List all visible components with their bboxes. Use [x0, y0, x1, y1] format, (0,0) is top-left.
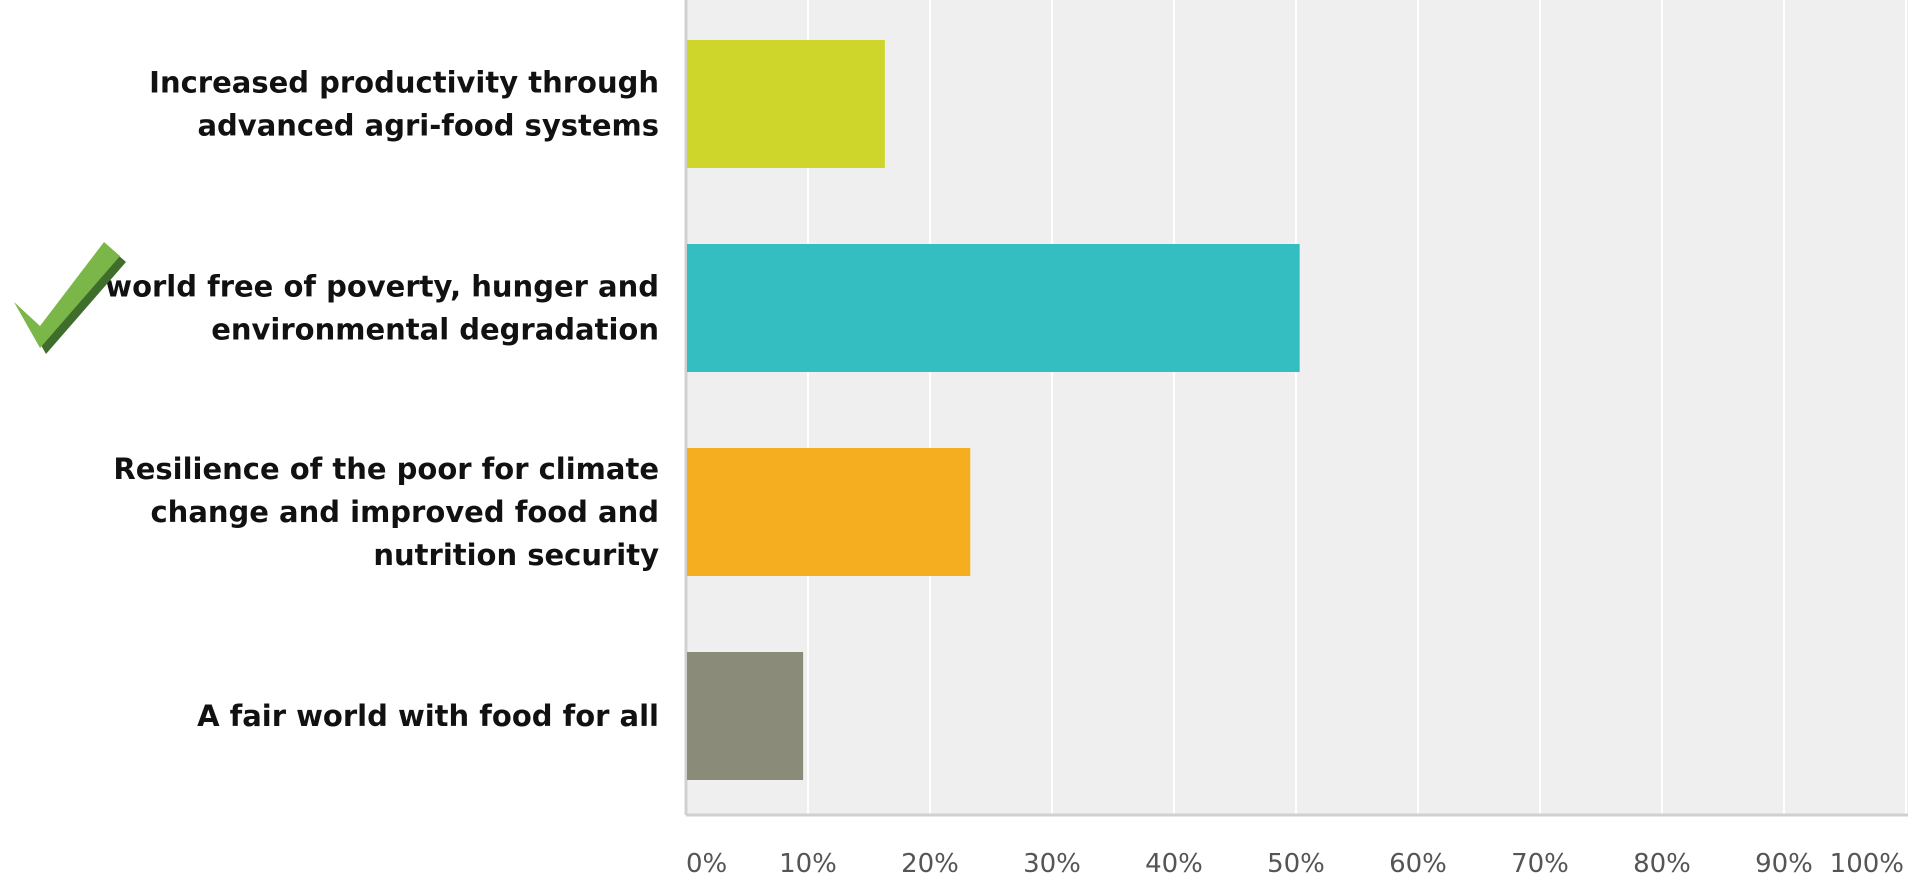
x-tick-label-10: 10%	[779, 849, 837, 879]
x-tick-label-0: 0%	[686, 849, 727, 879]
bar-3	[687, 652, 804, 780]
checkmark-shape	[14, 242, 120, 348]
category-label-2-line-1: change and improved food and	[150, 495, 659, 529]
bars	[687, 40, 1300, 780]
x-tick-label-30: 30%	[1023, 849, 1081, 879]
category-label-0-line-0: Increased productivity through	[149, 66, 659, 100]
x-tick-label-90: 90%	[1755, 849, 1813, 879]
gridlines	[684, 0, 1908, 817]
category-label-2-line-0: Resilience of the poor for climate	[113, 452, 659, 486]
x-tick-label-60: 60%	[1389, 849, 1447, 879]
x-tick-label-70: 70%	[1511, 849, 1569, 879]
x-tick-label-100: 100%	[1830, 849, 1904, 879]
bar-1	[687, 244, 1300, 372]
category-label-2-line-2: nutrition security	[373, 538, 659, 572]
checkmark-icon	[14, 242, 126, 354]
x-axis-tick-labels: 0% 10% 20% 30% 40% 50% 60% 70% 80% 90% 100%	[686, 849, 1904, 879]
category-label-0-line-1: advanced agri-food systems	[197, 109, 659, 143]
icons	[14, 242, 126, 354]
bar-0	[687, 40, 885, 168]
category-labels: Increased productivity through advanced a…	[73, 66, 659, 734]
x-tick-label-40: 40%	[1145, 849, 1203, 879]
x-tick-label-50: 50%	[1267, 849, 1325, 879]
category-label-1-line-1: environmental degradation	[211, 313, 659, 347]
category-label-1-line-0: A world free of poverty, hunger and	[73, 270, 659, 304]
category-label-3-line-0: A fair world with food for all	[197, 699, 659, 733]
x-tick-label-80: 80%	[1633, 849, 1691, 879]
bar-2	[687, 448, 971, 576]
x-tick-label-20: 20%	[901, 849, 959, 879]
